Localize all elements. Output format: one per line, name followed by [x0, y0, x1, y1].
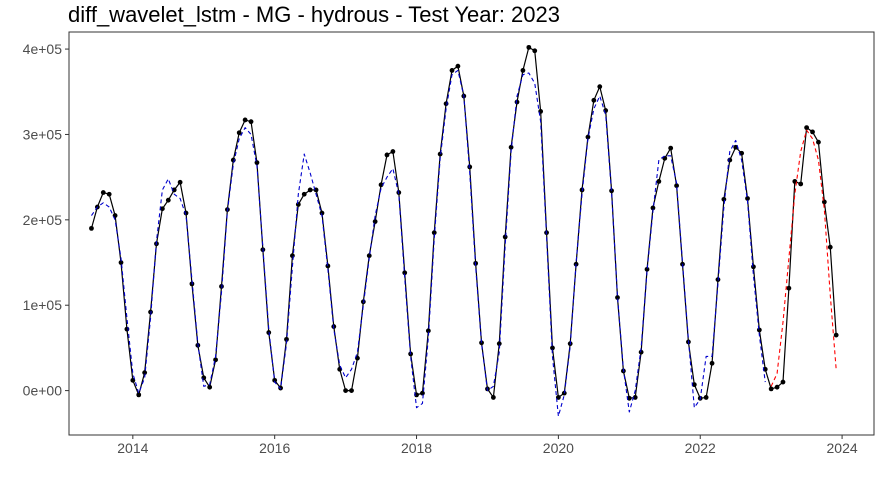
- actual-data-point: [768, 386, 774, 392]
- actual-data-point: [307, 187, 313, 193]
- actual-data-point: [780, 379, 786, 385]
- actual-data-point: [496, 341, 502, 347]
- actual-data-point: [230, 157, 236, 163]
- actual-data-point: [213, 357, 218, 363]
- actual-data-point: [390, 149, 396, 154]
- actual-data-point: [745, 196, 750, 201]
- actual-data-point: [431, 230, 437, 236]
- actual-data-point: [420, 390, 425, 396]
- actual-data-point: [721, 196, 727, 202]
- actual-data-point: [284, 336, 289, 342]
- actual-data-point: [774, 384, 780, 390]
- actual-data-point: [615, 295, 620, 300]
- actual-data-point: [585, 134, 591, 140]
- actual-data-point: [597, 84, 603, 90]
- forecast-series-line: [770, 129, 837, 387]
- actual-data-point: [502, 234, 508, 240]
- actual-data-point: [402, 270, 408, 276]
- actual-data-point: [449, 68, 455, 73]
- actual-data-point: [591, 97, 597, 103]
- actual-data-point: [165, 197, 171, 203]
- y-tick-label: 3e+05: [23, 126, 63, 142]
- actual-data-point: [532, 48, 538, 54]
- actual-data-point: [751, 264, 756, 270]
- actual-data-point: [691, 382, 697, 388]
- x-tick-label: 2020: [543, 440, 574, 456]
- actual-data-point: [526, 44, 532, 50]
- actual-series-line: [90, 46, 837, 399]
- actual-data-point: [668, 145, 674, 151]
- actual-data-point: [520, 68, 526, 73]
- actual-data-point: [118, 260, 124, 265]
- actual-data-point: [632, 395, 638, 400]
- actual-data-point: [295, 202, 301, 207]
- x-tick-label: 2018: [401, 440, 432, 456]
- x-tick-label: 2024: [827, 440, 858, 456]
- actual-data-point: [106, 191, 112, 197]
- actual-data-point: [254, 160, 260, 166]
- actual-data-point: [816, 139, 821, 145]
- actual-data-point: [159, 206, 165, 212]
- actual-data-point: [349, 388, 354, 393]
- actual-data-point: [378, 182, 384, 188]
- actual-data-point: [804, 125, 810, 131]
- actual-data-point: [638, 349, 644, 355]
- actual-data-point: [709, 360, 715, 366]
- actual-data-point: [343, 388, 349, 393]
- actual-data-point: [201, 375, 207, 381]
- actual-data-point: [372, 219, 378, 224]
- actual-data-point: [319, 210, 325, 216]
- actual-data-point: [425, 328, 431, 334]
- actual-data-point: [821, 199, 827, 205]
- actual-data-point: [89, 225, 94, 231]
- x-tick-label: 2022: [685, 440, 716, 456]
- actual-data-point: [656, 179, 662, 184]
- actual-data-point: [136, 392, 142, 398]
- actual-data-point: [756, 327, 762, 333]
- actual-data-point: [177, 179, 183, 185]
- actual-data-point: [384, 152, 390, 158]
- actual-data-point: [798, 181, 804, 187]
- actual-data-point: [786, 285, 792, 291]
- panel-border: [68, 31, 875, 436]
- actual-data-point: [142, 370, 148, 376]
- actual-data-point: [171, 187, 177, 193]
- actual-data-point: [455, 63, 461, 69]
- y-tick-label: 4e+05: [23, 41, 63, 57]
- actual-data-point: [366, 253, 372, 259]
- actual-data-point: [674, 183, 679, 189]
- fitted-series-line: [91, 69, 766, 417]
- actual-data-point: [508, 144, 514, 150]
- y-tick-label: 2e+05: [23, 212, 63, 228]
- actual-data-point: [290, 253, 295, 259]
- actual-data-point: [703, 395, 709, 400]
- actual-data-point: [272, 377, 278, 383]
- x-tick-label: 2016: [259, 440, 290, 456]
- actual-data-point: [644, 266, 650, 272]
- chart-title: diff_wavelet_lstm - MG - hydrous - Test …: [68, 2, 560, 27]
- actual-data-point: [550, 345, 555, 351]
- actual-data-point: [490, 395, 496, 400]
- actual-data-point: [833, 332, 839, 338]
- actual-data-point: [325, 263, 331, 269]
- actual-data-point: [810, 129, 815, 135]
- y-tick-label: 1e+05: [23, 297, 63, 313]
- x-tick-label: 2014: [117, 440, 148, 456]
- actual-data-point: [437, 151, 443, 157]
- actual-data-point: [207, 384, 213, 390]
- actual-data-point: [100, 190, 106, 195]
- actual-data-point: [727, 157, 733, 163]
- actual-data-point: [827, 244, 833, 250]
- y-tick-label: 0e+00: [23, 383, 63, 399]
- actual-data-point: [650, 205, 656, 211]
- actual-data-point: [248, 119, 254, 125]
- actual-data-point: [236, 130, 242, 136]
- actual-data-point: [609, 188, 614, 194]
- actual-data-point: [479, 340, 484, 346]
- actual-data-point: [301, 191, 307, 197]
- actual-data-point: [242, 117, 248, 123]
